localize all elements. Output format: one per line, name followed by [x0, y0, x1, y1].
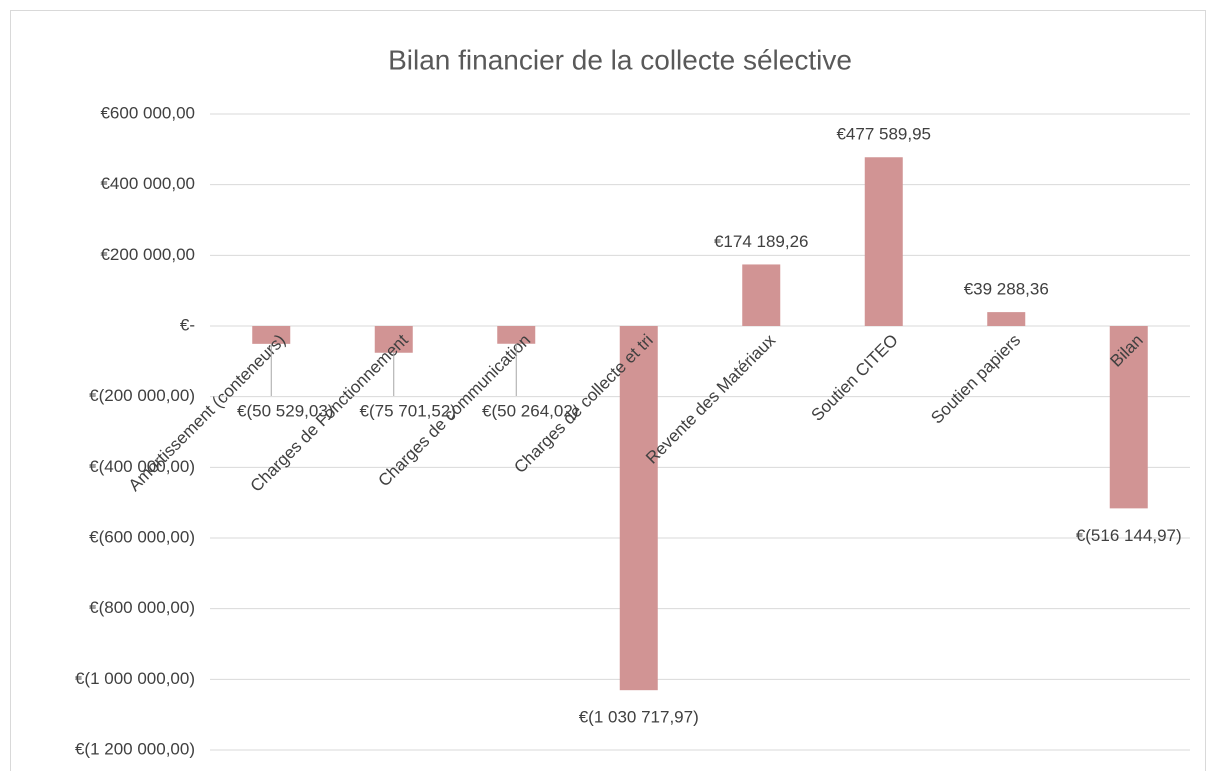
- bar: [864, 157, 903, 326]
- y-tick-label: €200 000,00: [100, 245, 195, 264]
- y-tick-label: €600 000,00: [100, 103, 195, 122]
- y-tick-label: €(400 000,00): [89, 457, 195, 476]
- bar: [374, 326, 413, 353]
- chart-title: Bilan financier de la collecte sélective: [388, 44, 852, 75]
- y-tick-label: €(600 000,00): [89, 527, 195, 546]
- y-tick-label: €(1 000 000,00): [75, 669, 195, 688]
- value-label: €477 589,95: [836, 125, 931, 144]
- value-label: €(50 264,02): [482, 401, 578, 420]
- y-tick-label: €(800 000,00): [89, 598, 195, 617]
- y-tick-label: €(200 000,00): [89, 386, 195, 405]
- value-label: €(75 701,52): [360, 401, 456, 420]
- bar: [742, 264, 781, 326]
- bar: [497, 326, 536, 344]
- value-label: €39 288,36: [964, 280, 1049, 299]
- bar: [252, 326, 291, 344]
- value-label: €(516 144,97): [1076, 526, 1182, 545]
- value-label: €(1 030 717,97): [579, 708, 699, 727]
- bar: [1109, 326, 1148, 509]
- bar: [619, 326, 658, 691]
- y-tick-label: €(1 200 000,00): [75, 739, 195, 758]
- y-tick-label: €400 000,00: [100, 174, 195, 193]
- value-label: €(50 529,03): [237, 401, 333, 420]
- bar: [987, 312, 1026, 326]
- chart-frame: [10, 10, 1206, 771]
- value-label: €174 189,26: [714, 232, 809, 251]
- y-tick-label: €-: [180, 315, 195, 334]
